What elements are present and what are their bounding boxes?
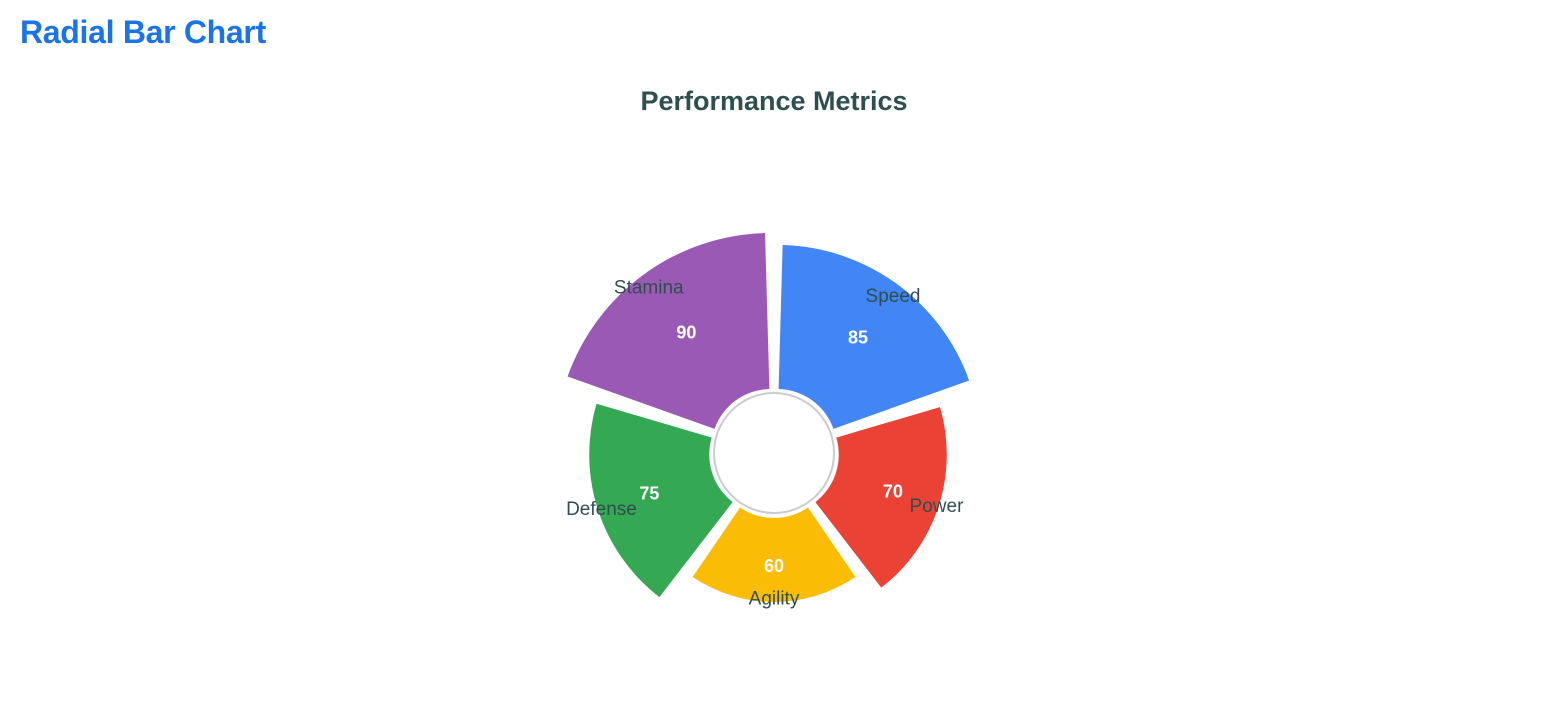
category-label-stamina: Stamina [614, 277, 684, 298]
center-circle [713, 392, 835, 514]
bar-stamina[interactable] [567, 233, 770, 429]
category-labels-group: Speed Power Agility Defense Stamina [566, 277, 964, 609]
bars-group [567, 233, 970, 602]
value-label-power: 70 [883, 482, 903, 502]
value-label-defense: 75 [639, 483, 659, 503]
category-label-power: Power [910, 496, 965, 517]
value-label-speed: 85 [848, 327, 868, 347]
value-label-stamina: 90 [676, 322, 696, 342]
category-label-speed: Speed [866, 286, 921, 307]
category-label-defense: Defense [566, 499, 637, 520]
page-heading: Radial Bar Chart [20, 14, 266, 50]
bar-speed[interactable] [778, 245, 970, 429]
chart-title: Performance Metrics [640, 86, 907, 116]
value-label-agility: 60 [764, 556, 784, 576]
bar-power[interactable] [815, 407, 947, 588]
category-label-agility: Agility [749, 589, 800, 610]
bar-agility[interactable] [692, 507, 856, 602]
bar-defense[interactable] [589, 403, 733, 598]
value-labels-group: 85 70 60 75 90 [639, 322, 903, 576]
